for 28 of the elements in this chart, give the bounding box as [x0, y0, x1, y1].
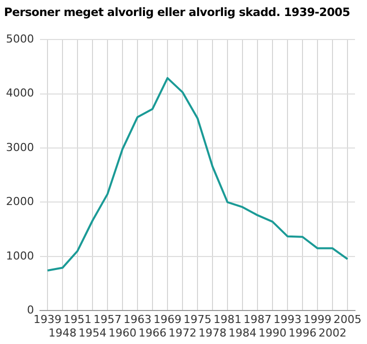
y-tick-label: 4000 — [6, 86, 34, 100]
x-tick-label: 1954 — [78, 326, 106, 340]
x-tick-label: 1984 — [228, 326, 256, 340]
x-tick-label: 1957 — [93, 313, 122, 326]
y-tick-label: 5000 — [6, 32, 34, 46]
x-tick-label: 2002 — [318, 326, 346, 340]
x-tick-label: 1990 — [258, 326, 286, 340]
x-tick-label: 1981 — [214, 313, 242, 326]
x-tick-label: 1993 — [274, 313, 302, 326]
x-tick-label: 1948 — [48, 326, 76, 340]
x-tick-label: 1972 — [168, 326, 196, 340]
x-tick-label: 1978 — [198, 326, 226, 340]
y-tick-label: 3000 — [6, 140, 34, 154]
x-tick-label: 1951 — [63, 313, 92, 326]
x-tick-label: 1999 — [304, 313, 332, 326]
chart-title: Personer meget alvorlig eller alvorlig skadd. 1939-2005 — [3, 4, 351, 21]
x-tick-label: 1939 — [33, 313, 62, 326]
x-tick-label: 1960 — [108, 326, 136, 340]
x-tick-label: 1996 — [288, 326, 316, 340]
x-tick-label: 1963 — [123, 313, 152, 326]
y-tick-label: 1000 — [6, 249, 34, 262]
x-tick-label: 1975 — [183, 313, 212, 326]
x-tick-label: 1969 — [153, 313, 182, 326]
x-tick-label: 1966 — [138, 326, 166, 340]
x-tick-label: 1987 — [244, 313, 272, 326]
x-tick-label: 2005 — [334, 313, 362, 326]
y-tick-label: 2000 — [6, 195, 34, 208]
y-tick-label: 0 — [26, 303, 34, 316]
